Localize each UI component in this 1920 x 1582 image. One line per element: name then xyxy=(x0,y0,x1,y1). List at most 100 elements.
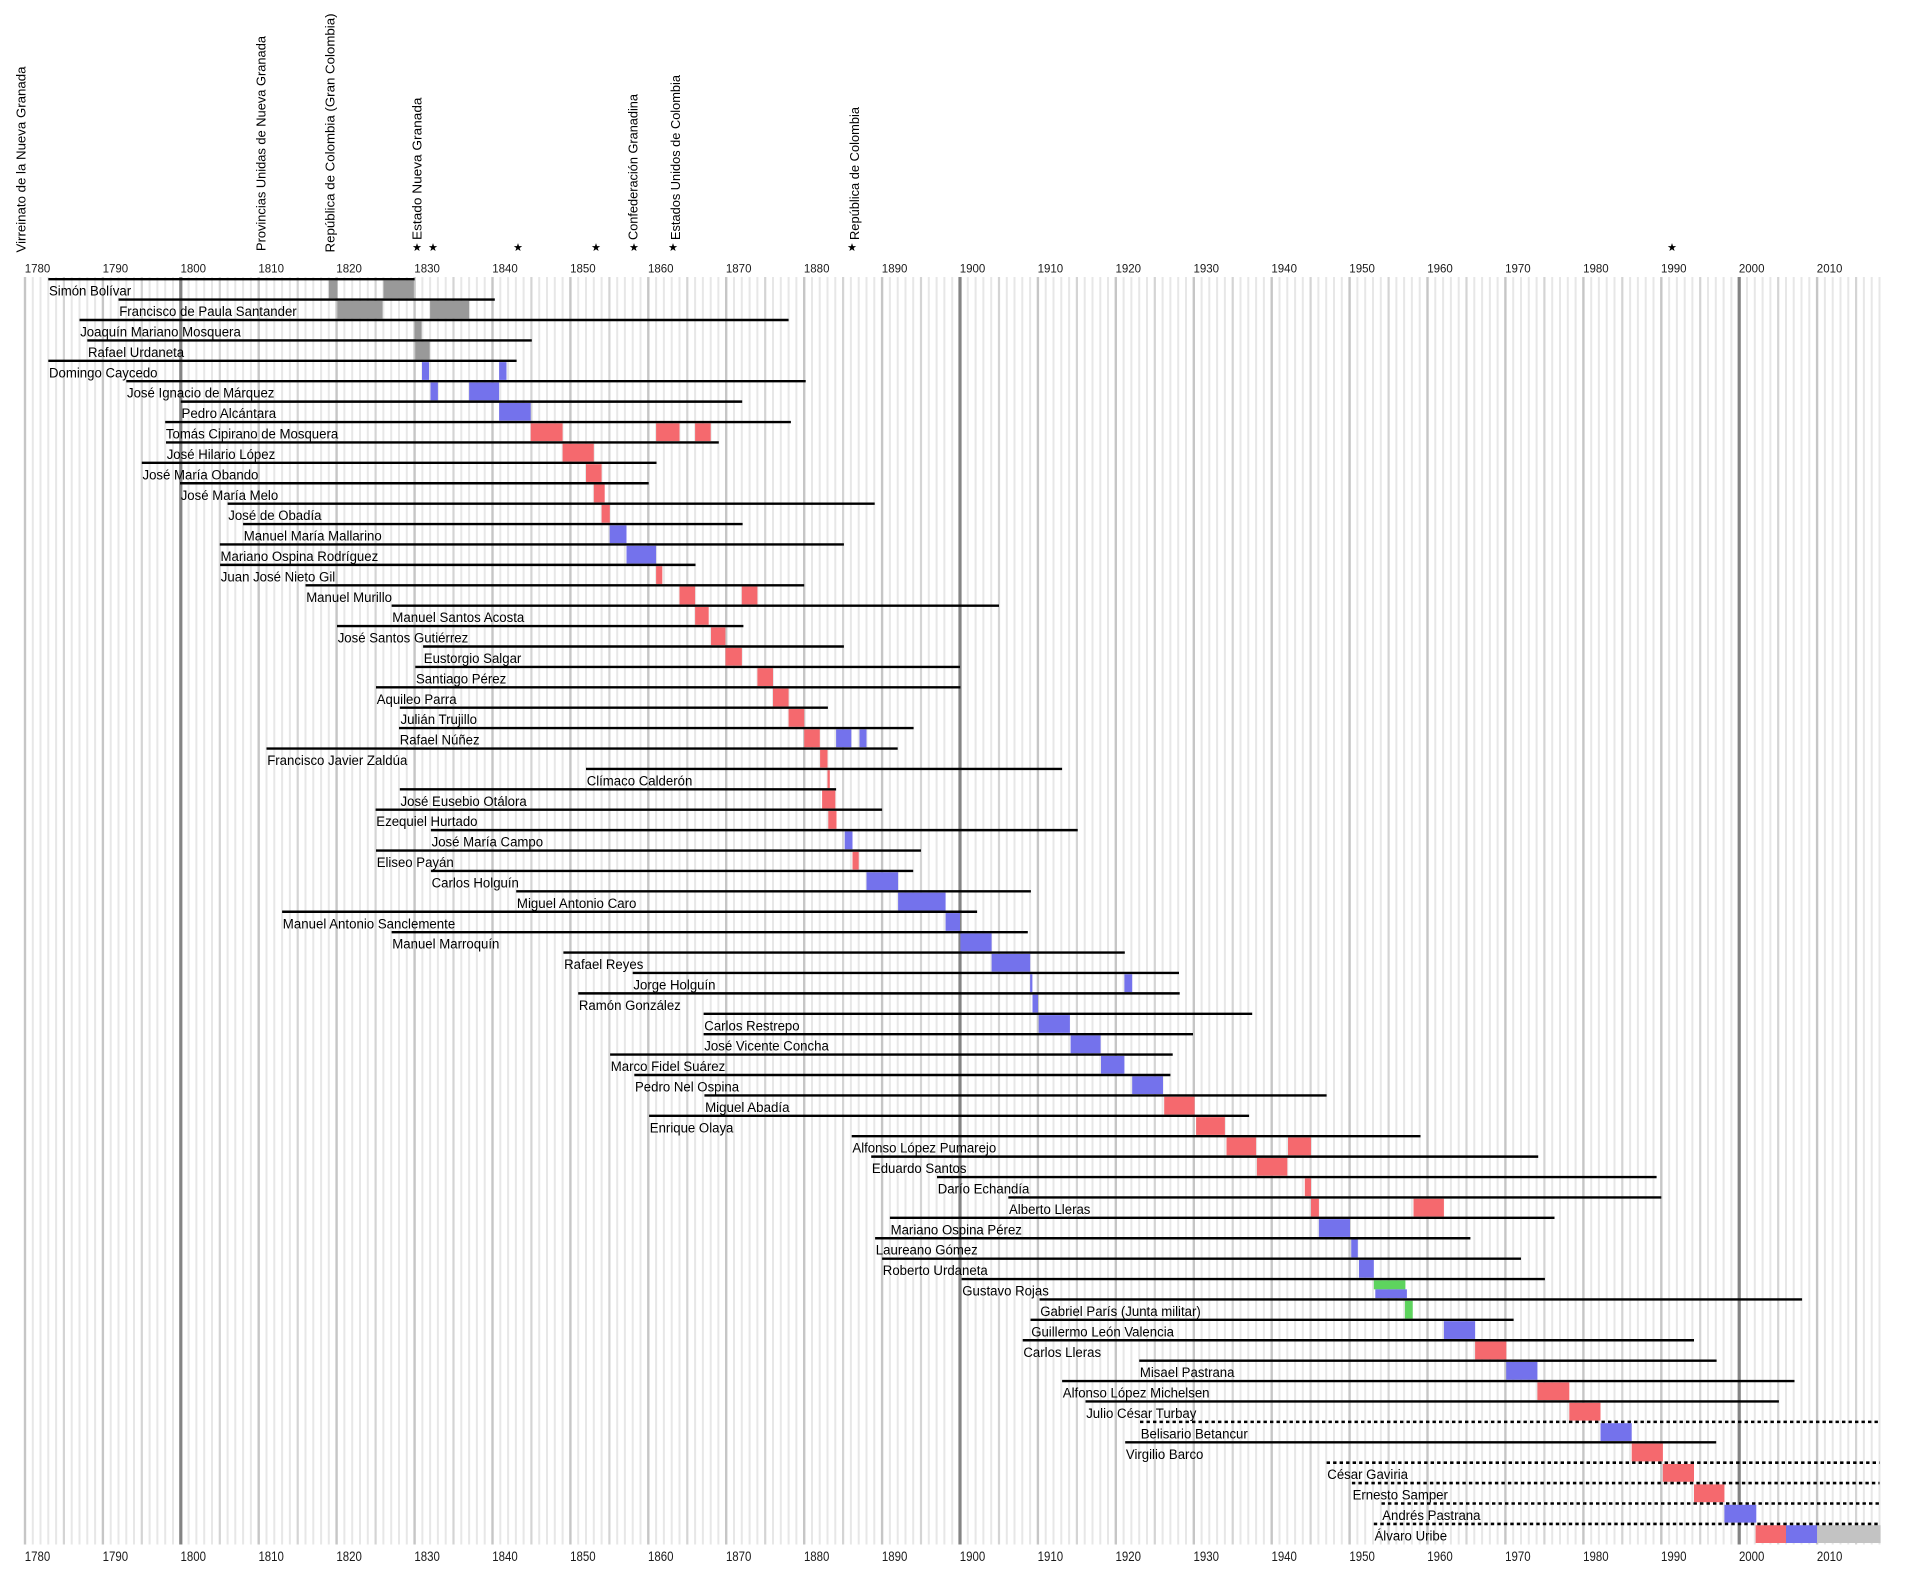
svg-text:Estado Nueva Granada: Estado Nueva Granada xyxy=(410,97,425,240)
svg-text:Simón Bolívar: Simón Bolívar xyxy=(49,284,131,300)
svg-text:Eliseo Payán: Eliseo Payán xyxy=(377,855,454,871)
svg-text:1840: 1840 xyxy=(492,1549,518,1564)
svg-text:1950: 1950 xyxy=(1349,1549,1375,1564)
svg-text:1850: 1850 xyxy=(570,264,596,276)
svg-text:Misael Pastrana: Misael Pastrana xyxy=(1140,1365,1235,1381)
svg-text:Ernesto Samper: Ernesto Samper xyxy=(1353,1488,1449,1504)
svg-text:2000: 2000 xyxy=(1739,264,1765,276)
svg-text:1840: 1840 xyxy=(492,264,518,276)
svg-text:Mariano Ospina Pérez: Mariano Ospina Pérez xyxy=(891,1222,1022,1238)
svg-text:Santiago Pérez: Santiago Pérez xyxy=(416,671,506,687)
svg-text:1920: 1920 xyxy=(1116,264,1142,276)
svg-text:Manuel María Mallarino: Manuel María Mallarino xyxy=(244,529,382,545)
svg-text:Juan José Nieto Gil: Juan José Nieto Gil xyxy=(221,569,335,585)
svg-text:Laureano Gómez: Laureano Gómez xyxy=(876,1243,978,1259)
svg-text:Belisario Betancur: Belisario Betancur xyxy=(1141,1426,1248,1442)
svg-text:Manuel Marroquín: Manuel Marroquín xyxy=(392,937,499,953)
svg-text:1900: 1900 xyxy=(960,264,986,276)
svg-text:José Hilario López: José Hilario López xyxy=(167,447,276,463)
svg-text:Rafael Reyes: Rafael Reyes xyxy=(564,957,643,973)
svg-text:1990: 1990 xyxy=(1661,1549,1687,1564)
svg-text:Roberto Urdaneta: Roberto Urdaneta xyxy=(883,1263,988,1279)
svg-text:1910: 1910 xyxy=(1038,264,1064,276)
svg-text:José de Obadía: José de Obadía xyxy=(228,508,321,524)
svg-text:Rafael Urdaneta: Rafael Urdaneta xyxy=(88,345,184,361)
svg-text:Jorge Holguín: Jorge Holguín xyxy=(633,977,715,993)
svg-text:Alfonso López Michelsen: Alfonso López Michelsen xyxy=(1063,1386,1210,1402)
svg-text:1940: 1940 xyxy=(1271,264,1297,276)
svg-text:Julio César Turbay: Julio César Turbay xyxy=(1086,1406,1197,1422)
svg-text:Álvaro Uribe: Álvaro Uribe xyxy=(1375,1527,1448,1544)
svg-text:Carlos Restrepo: Carlos Restrepo xyxy=(704,1018,799,1034)
svg-text:1930: 1930 xyxy=(1194,1549,1220,1564)
svg-text:José Santos Gutiérrez: José Santos Gutiérrez xyxy=(338,631,469,647)
svg-text:1970: 1970 xyxy=(1505,1549,1531,1564)
svg-text:Julián Trujillo: Julián Trujillo xyxy=(401,712,478,728)
svg-text:1820: 1820 xyxy=(336,1549,362,1564)
svg-text:1850: 1850 xyxy=(570,1549,596,1564)
svg-text:Enrique Olaya: Enrique Olaya xyxy=(650,1120,734,1136)
svg-text:2010: 2010 xyxy=(1817,1549,1843,1564)
svg-text:1830: 1830 xyxy=(414,1549,440,1564)
svg-text:1800: 1800 xyxy=(181,264,207,276)
svg-text:Mariano Ospina Rodríguez: Mariano Ospina Rodríguez xyxy=(221,549,379,565)
svg-text:Aquileo Parra: Aquileo Parra xyxy=(377,692,457,708)
svg-text:1960: 1960 xyxy=(1427,264,1453,276)
svg-text:Domingo Caycedo: Domingo Caycedo xyxy=(49,365,158,381)
svg-text:2010: 2010 xyxy=(1817,264,1843,276)
svg-text:José María Campo: José María Campo xyxy=(432,835,544,851)
svg-text:Eustorgio Salgar: Eustorgio Salgar xyxy=(424,651,522,667)
svg-text:José Ignacio de Márquez: José Ignacio de Márquez xyxy=(127,386,274,402)
svg-text:1810: 1810 xyxy=(258,264,284,276)
svg-text:Virgilio Barco: Virgilio Barco xyxy=(1126,1447,1204,1463)
svg-text:Ramón González: Ramón González xyxy=(579,998,681,1014)
svg-text:Tomás Cipirano de Mosquera: Tomás Cipirano de Mosquera xyxy=(166,427,338,443)
svg-text:Carlos Holguín: Carlos Holguín xyxy=(432,875,519,891)
svg-text:Marco Fidel Suárez: Marco Fidel Suárez xyxy=(611,1059,725,1075)
svg-text:2000: 2000 xyxy=(1739,1549,1765,1564)
svg-text:Alberto Lleras: Alberto Lleras xyxy=(1009,1202,1090,1218)
svg-text:1980: 1980 xyxy=(1583,264,1609,276)
svg-text:1910: 1910 xyxy=(1038,1549,1064,1564)
svg-text:1830: 1830 xyxy=(414,264,440,276)
svg-text:Miguel Antonio Caro: Miguel Antonio Caro xyxy=(517,896,637,912)
svg-text:Guillermo León Valencia: Guillermo León Valencia xyxy=(1031,1324,1174,1340)
svg-text:República de Colombia (Gran Co: República de Colombia (Gran Colombia) xyxy=(323,14,338,253)
svg-text:Manuel Santos Acosta: Manuel Santos Acosta xyxy=(392,610,524,626)
svg-text:1970: 1970 xyxy=(1505,264,1531,276)
svg-text:1790: 1790 xyxy=(103,264,129,276)
svg-text:1780: 1780 xyxy=(25,1549,51,1564)
svg-text:José María Melo: José María Melo xyxy=(181,488,279,504)
svg-text:1900: 1900 xyxy=(960,1549,986,1564)
svg-text:José Vicente Concha: José Vicente Concha xyxy=(704,1039,829,1055)
svg-text:Manuel Antonio Sanclemente: Manuel Antonio Sanclemente xyxy=(283,916,456,932)
svg-text:1930: 1930 xyxy=(1194,264,1220,276)
svg-text:Virreinato de la Nueva Granada: Virreinato de la Nueva Granada xyxy=(14,66,29,253)
svg-text:1890: 1890 xyxy=(882,264,908,276)
svg-text:1880: 1880 xyxy=(804,1549,830,1564)
svg-text:Manuel Murillo: Manuel Murillo xyxy=(306,590,392,606)
svg-text:1940: 1940 xyxy=(1271,1549,1297,1564)
svg-text:Confederación Granadina: Confederación Granadina xyxy=(626,93,641,240)
svg-text:Pedro Alcántara: Pedro Alcántara xyxy=(182,406,277,422)
svg-text:Francisco Javier Zaldúa: Francisco Javier Zaldúa xyxy=(267,753,407,769)
svg-text:Andrés Pastrana: Andrés Pastrana xyxy=(1382,1508,1480,1524)
svg-text:1980: 1980 xyxy=(1583,1549,1609,1564)
svg-text:República de Colombia: República de Colombia xyxy=(847,106,862,240)
svg-text:1870: 1870 xyxy=(726,1549,752,1564)
svg-text:1780: 1780 xyxy=(25,264,51,276)
svg-text:Eduardo Santos: Eduardo Santos xyxy=(872,1161,967,1177)
svg-text:Gustavo Rojas: Gustavo Rojas xyxy=(962,1284,1049,1300)
svg-text:Joaquín Mariano Mosquera: Joaquín Mariano Mosquera xyxy=(80,325,241,341)
svg-text:José María Obando: José María Obando xyxy=(143,467,259,483)
svg-text:1860: 1860 xyxy=(648,264,674,276)
svg-text:Carlos Lleras: Carlos Lleras xyxy=(1023,1345,1101,1361)
svg-text:Ezequiel Hurtado: Ezequiel Hurtado xyxy=(376,814,477,830)
svg-text:1870: 1870 xyxy=(726,264,752,276)
svg-text:1810: 1810 xyxy=(258,1549,284,1564)
svg-text:1920: 1920 xyxy=(1116,1549,1142,1564)
svg-text:1890: 1890 xyxy=(882,1549,908,1564)
svg-text:1860: 1860 xyxy=(648,1549,674,1564)
svg-text:Rafael Núñez: Rafael Núñez xyxy=(400,733,480,749)
svg-text:Francisco de Paula Santander: Francisco de Paula Santander xyxy=(119,304,297,320)
